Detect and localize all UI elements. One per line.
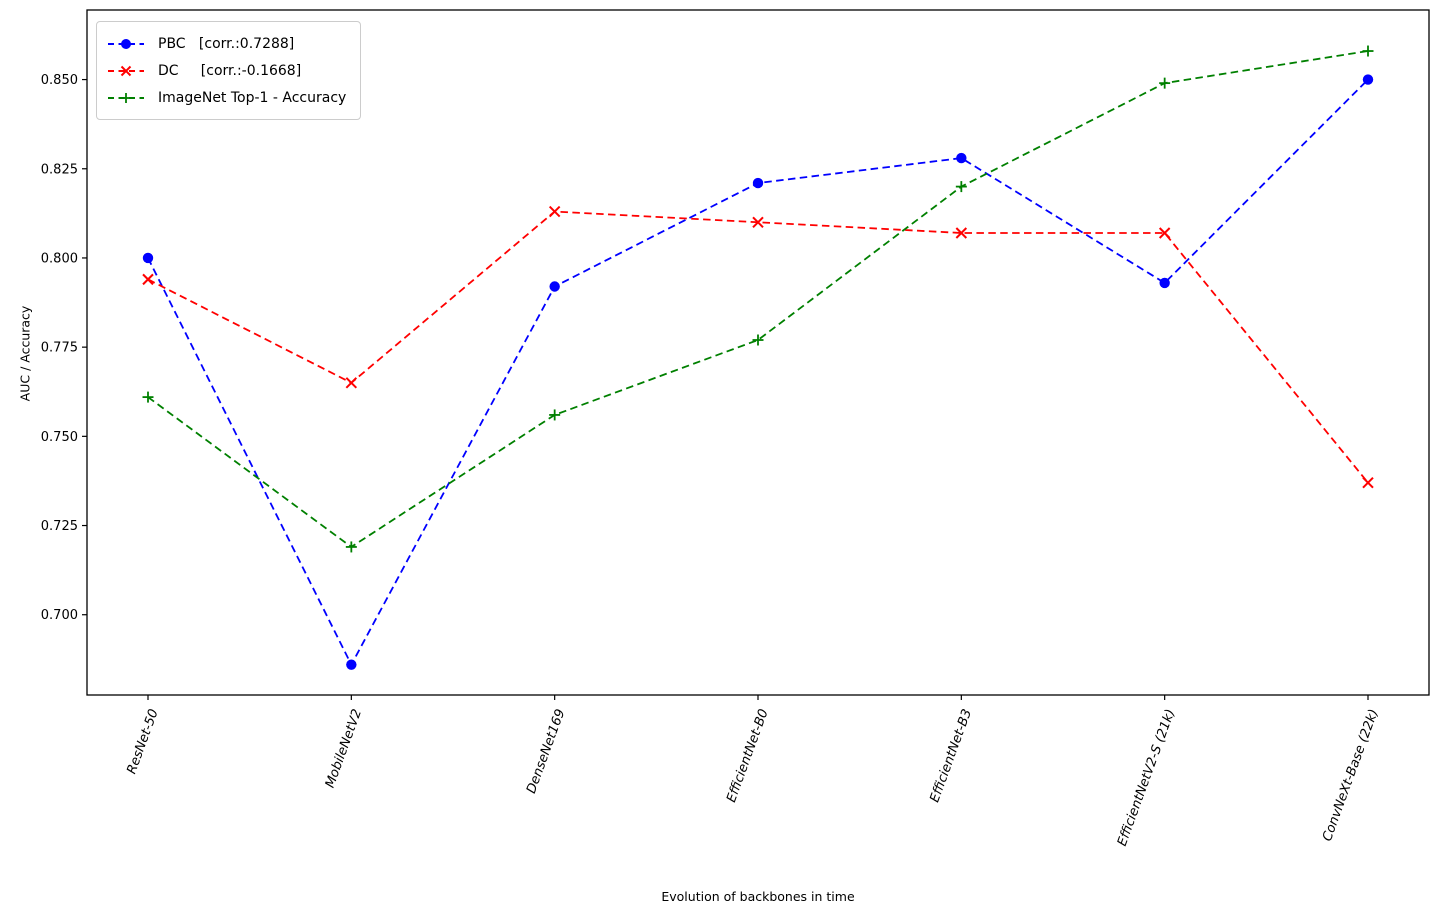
dashed-line-circle-marker-icon [108, 38, 144, 49]
legend-item-dc: DC [corr.:-0.1668] [108, 57, 346, 84]
x-tick-label: EfficientNet-B3 [927, 707, 975, 804]
dashed-line-x-marker-icon [108, 65, 144, 76]
y-tick-label: 0.850 [41, 73, 78, 88]
y-tick-label: 0.800 [41, 251, 78, 266]
y-axis-label: AUC / Accuracy [17, 305, 33, 402]
data-point-marker [346, 659, 357, 670]
data-point-marker [1362, 477, 1374, 489]
data-point-marker [548, 205, 561, 218]
y-tick-label: 0.750 [41, 430, 78, 445]
legend-item-pbc: PBC [corr.:0.7288] [108, 30, 346, 57]
x-tick-label: ConvNeXt-Base (22k) [1320, 707, 1382, 843]
y-tick-label: 0.825 [41, 162, 78, 177]
x-tick-label: EfficientNet-B0 [724, 707, 772, 804]
dashed-line-plus-marker-icon [108, 92, 144, 103]
data-point-marker [1159, 277, 1170, 289]
data-point-marker [1158, 227, 1171, 239]
x-tick-label: MobileNetV2 [323, 707, 365, 790]
data-point-marker [752, 216, 764, 228]
legend-key-shape [121, 38, 131, 49]
data-point-marker [956, 152, 967, 164]
data-point-marker [549, 281, 560, 292]
x-tick-label: DenseNet169 [524, 707, 568, 795]
data-point-marker [345, 377, 358, 389]
legend-item-imagenet: ImageNet Top-1 - Accuracy [108, 84, 346, 111]
x-axis-label: Evolution of backbones in time [661, 889, 855, 904]
data-point-marker [142, 273, 154, 286]
y-tick-label: 0.775 [41, 341, 78, 356]
data-point-marker [142, 252, 154, 264]
legend-item-label: DC [corr.:-0.1668] [158, 62, 302, 79]
legend: PBC [corr.:0.7288] DC [corr.:-0.1668] Im… [96, 21, 362, 120]
series-line-dc [147, 210, 1369, 484]
legend-item-label: ImageNet Top-1 - Accuracy [158, 89, 347, 106]
series-line-imagenet [147, 50, 1369, 549]
data-point-marker [752, 177, 764, 189]
x-tick-label: ResNet-50 [124, 707, 161, 776]
legend-key-shape [120, 65, 132, 76]
data-point-marker [955, 227, 968, 239]
data-point-marker [1362, 74, 1374, 85]
x-tick-label: EfficientNetV2-S (21k) [1115, 707, 1179, 848]
y-tick-label: 0.725 [41, 519, 78, 534]
y-tick-label: 0.700 [41, 608, 78, 623]
legend-item-label: PBC [corr.:0.7288] [158, 35, 295, 52]
